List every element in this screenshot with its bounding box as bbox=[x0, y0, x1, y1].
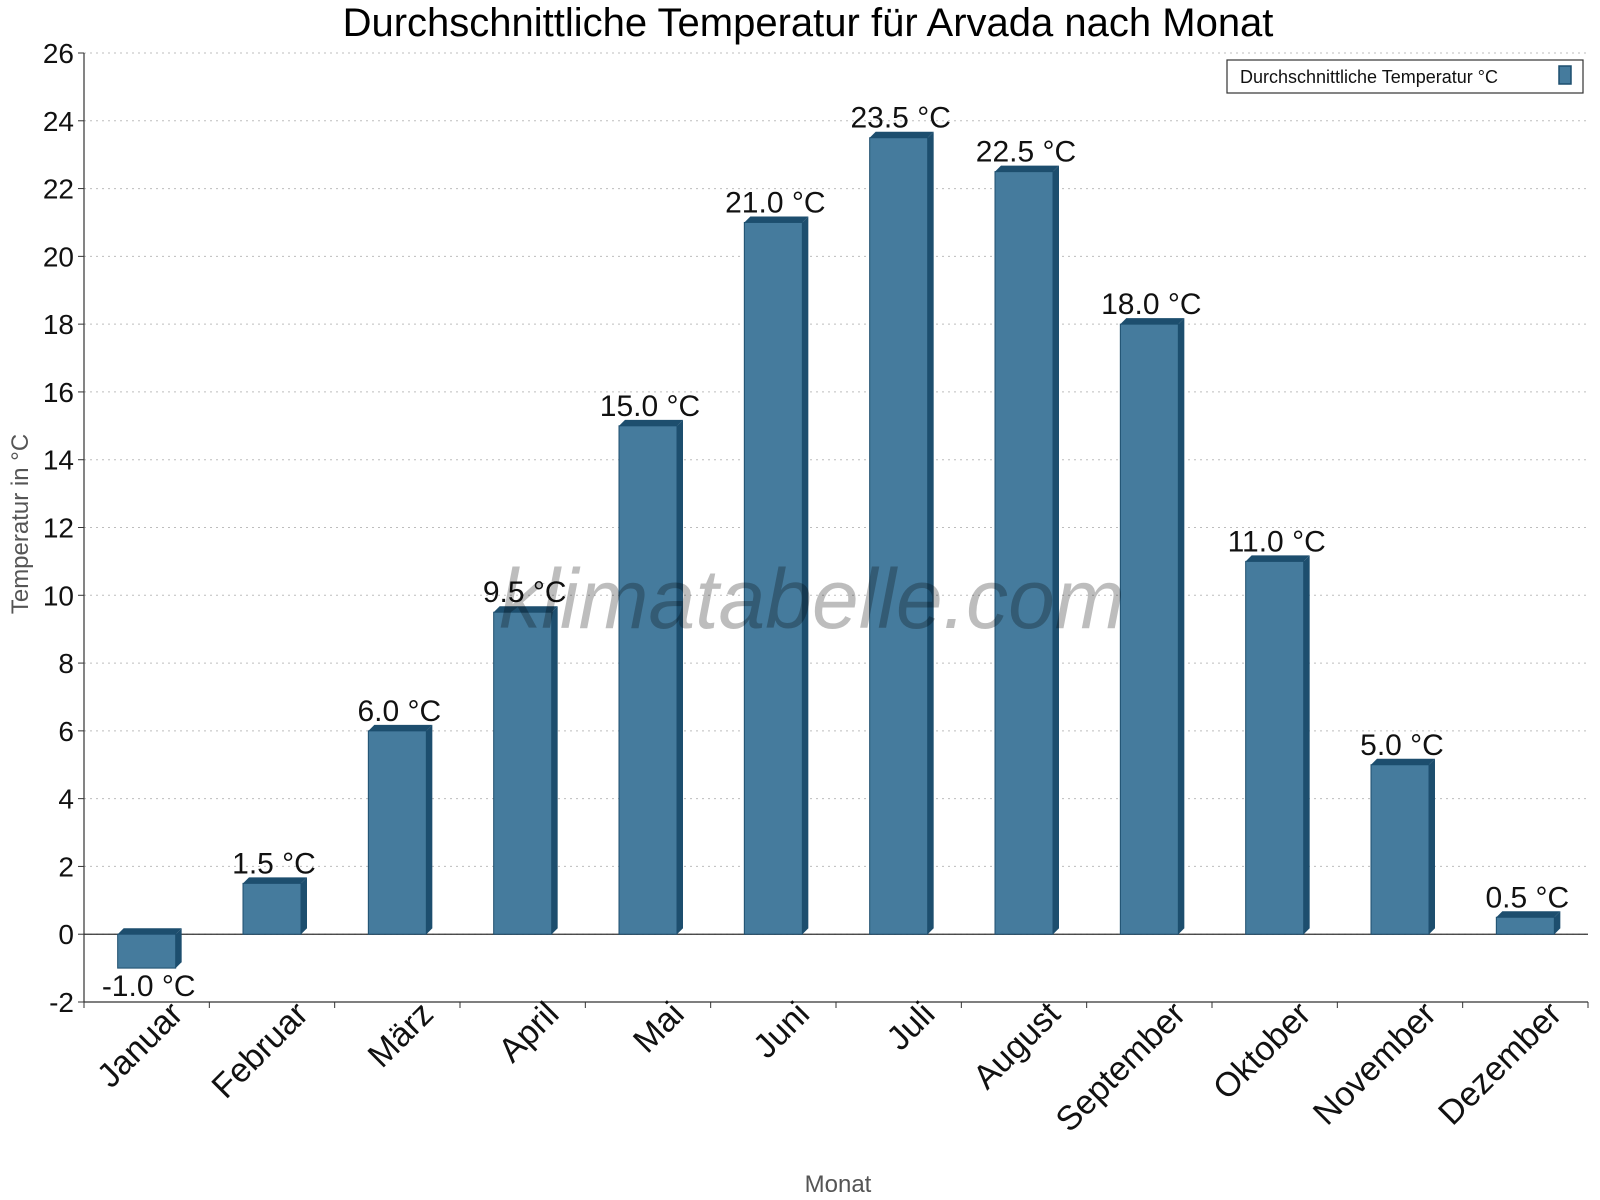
legend-item-label: Durchschnittliche Temperatur °C bbox=[1240, 67, 1498, 87]
bar bbox=[1119, 323, 1179, 935]
y-tick-label: 12 bbox=[43, 513, 74, 544]
y-tick-label: -2 bbox=[49, 987, 74, 1018]
bar-top bbox=[243, 877, 307, 884]
bar-side bbox=[1554, 911, 1561, 935]
x-tick-label: Juli bbox=[879, 995, 942, 1058]
bar-top bbox=[1371, 758, 1435, 765]
y-tick-label: 26 bbox=[43, 38, 74, 69]
bar bbox=[1245, 560, 1305, 935]
y-tick-label: 18 bbox=[43, 309, 74, 340]
bar-side bbox=[175, 928, 182, 969]
data-label: 6.0 °C bbox=[357, 695, 441, 728]
bar-februar bbox=[242, 877, 307, 935]
x-tick-label: Oktober bbox=[1206, 995, 1318, 1107]
bar-side bbox=[426, 724, 433, 935]
bar-september bbox=[1119, 318, 1185, 935]
x-tick-label: August bbox=[966, 994, 1068, 1096]
x-tick-label: Januar bbox=[90, 995, 190, 1095]
bar-side bbox=[677, 419, 683, 935]
bar-side bbox=[1429, 758, 1435, 935]
data-label: 23.5 °C bbox=[850, 102, 950, 135]
y-tick-label: 14 bbox=[43, 445, 74, 476]
x-tick-label: Juni bbox=[746, 995, 817, 1066]
y-tick-label: 8 bbox=[58, 648, 74, 679]
y-axis-label: Temperatur in °C bbox=[7, 434, 34, 614]
bar-oktober bbox=[1245, 555, 1310, 935]
bar-side bbox=[1303, 555, 1310, 935]
x-tick-label: November bbox=[1306, 995, 1444, 1133]
x-tick-label: März bbox=[361, 995, 441, 1075]
data-label: 0.5 °C bbox=[1485, 881, 1569, 914]
bar-top bbox=[744, 216, 809, 223]
bar-top bbox=[493, 606, 558, 613]
y-tick-label: 20 bbox=[43, 241, 74, 272]
bar-top bbox=[869, 131, 934, 138]
bar bbox=[493, 611, 553, 935]
y-tick-label: 6 bbox=[58, 716, 74, 747]
x-tick-label: April bbox=[491, 995, 566, 1070]
bar-top bbox=[117, 928, 182, 935]
bar bbox=[1495, 916, 1555, 935]
bar-juli bbox=[869, 131, 934, 935]
bar-märz bbox=[367, 724, 433, 935]
y-tick-label: 16 bbox=[43, 377, 74, 408]
bar-januar bbox=[117, 928, 182, 969]
y-tick-label: 10 bbox=[43, 580, 74, 611]
data-label: 5.0 °C bbox=[1360, 729, 1444, 762]
data-label: 18.0 °C bbox=[1101, 288, 1201, 321]
y-tick-label: 2 bbox=[58, 851, 74, 882]
bar-top bbox=[368, 724, 433, 731]
data-label: -1.0 °C bbox=[102, 970, 196, 1003]
bar-august bbox=[994, 165, 1059, 935]
bar bbox=[743, 221, 803, 935]
legend-box bbox=[1226, 59, 1584, 94]
data-label: 22.5 °C bbox=[976, 136, 1076, 169]
bar-top bbox=[995, 165, 1059, 172]
bar-side bbox=[927, 131, 934, 935]
bar-top bbox=[1496, 911, 1561, 918]
data-label: 21.0 °C bbox=[725, 186, 825, 219]
data-label: 9.5 °C bbox=[483, 576, 567, 609]
y-tick-label: 0 bbox=[58, 919, 74, 950]
bar-top bbox=[619, 419, 683, 426]
bar-side bbox=[301, 877, 307, 935]
bar-side bbox=[1053, 165, 1059, 935]
bar-juni bbox=[743, 216, 809, 935]
bar bbox=[618, 425, 678, 935]
legend: Durchschnittliche Temperatur °C bbox=[1226, 59, 1584, 94]
x-tick-label: Dezember bbox=[1431, 995, 1569, 1133]
bar-side bbox=[551, 606, 558, 935]
bar bbox=[117, 933, 177, 969]
y-tick-label: 22 bbox=[43, 174, 74, 205]
bar-mai bbox=[618, 419, 683, 935]
bar bbox=[869, 137, 929, 935]
bar-november bbox=[1370, 758, 1435, 935]
x-tick-label: Mai bbox=[626, 995, 692, 1061]
chart-title: Durchschnittliche Temperatur für Arvada … bbox=[343, 1, 1274, 45]
bar-side bbox=[1178, 318, 1185, 935]
y-tick-label: 4 bbox=[58, 784, 74, 815]
bar bbox=[1370, 764, 1430, 935]
bar-dezember bbox=[1495, 911, 1561, 935]
x-tick-label: September bbox=[1049, 995, 1193, 1139]
x-tick-label: Februar bbox=[205, 995, 316, 1106]
bar-layer bbox=[117, 131, 1561, 969]
data-label: 1.5 °C bbox=[232, 847, 316, 880]
bar bbox=[994, 171, 1054, 935]
data-label: 11.0 °C bbox=[1228, 525, 1326, 558]
watermark-text: klimatabelle.com bbox=[499, 552, 1125, 646]
bar-top bbox=[1120, 318, 1185, 325]
legend-swatch bbox=[1558, 65, 1572, 85]
data-label: 15.0 °C bbox=[600, 390, 700, 423]
x-axis-label: Monat bbox=[805, 1171, 872, 1198]
bar-april bbox=[493, 606, 558, 935]
y-tick-label: 24 bbox=[43, 106, 74, 137]
bar-top bbox=[1245, 555, 1310, 562]
bar bbox=[242, 882, 302, 935]
bar bbox=[367, 730, 427, 935]
bar-side bbox=[802, 216, 809, 935]
